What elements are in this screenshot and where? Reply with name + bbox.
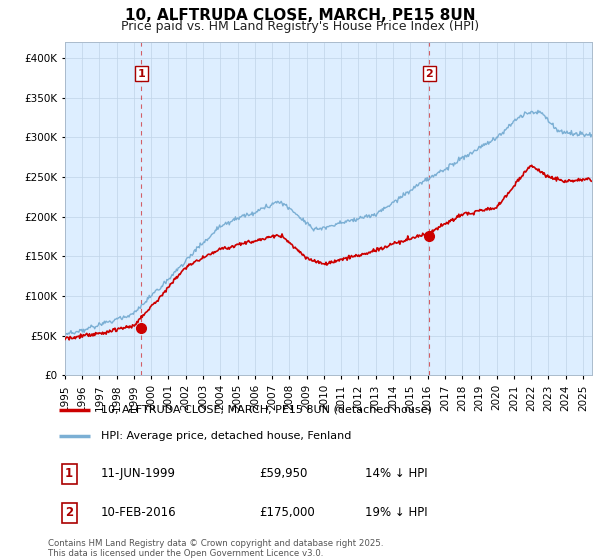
Text: £59,950: £59,950 [259,467,308,480]
Text: 14% ↓ HPI: 14% ↓ HPI [365,467,427,480]
Text: 10-FEB-2016: 10-FEB-2016 [101,506,176,519]
Text: Price paid vs. HM Land Registry's House Price Index (HPI): Price paid vs. HM Land Registry's House … [121,20,479,32]
Text: 1: 1 [65,467,73,480]
Text: 10, ALFTRUDA CLOSE, MARCH, PE15 8UN (detached house): 10, ALFTRUDA CLOSE, MARCH, PE15 8UN (det… [101,405,431,415]
Text: 2: 2 [425,69,433,78]
Text: 2: 2 [65,506,73,519]
Text: 10, ALFTRUDA CLOSE, MARCH, PE15 8UN: 10, ALFTRUDA CLOSE, MARCH, PE15 8UN [125,8,475,24]
Text: 19% ↓ HPI: 19% ↓ HPI [365,506,427,519]
Text: HPI: Average price, detached house, Fenland: HPI: Average price, detached house, Fenl… [101,431,351,441]
Text: Contains HM Land Registry data © Crown copyright and database right 2025.
This d: Contains HM Land Registry data © Crown c… [48,539,383,558]
Text: 1: 1 [137,69,145,78]
Text: £175,000: £175,000 [259,506,315,519]
Text: 11-JUN-1999: 11-JUN-1999 [101,467,176,480]
